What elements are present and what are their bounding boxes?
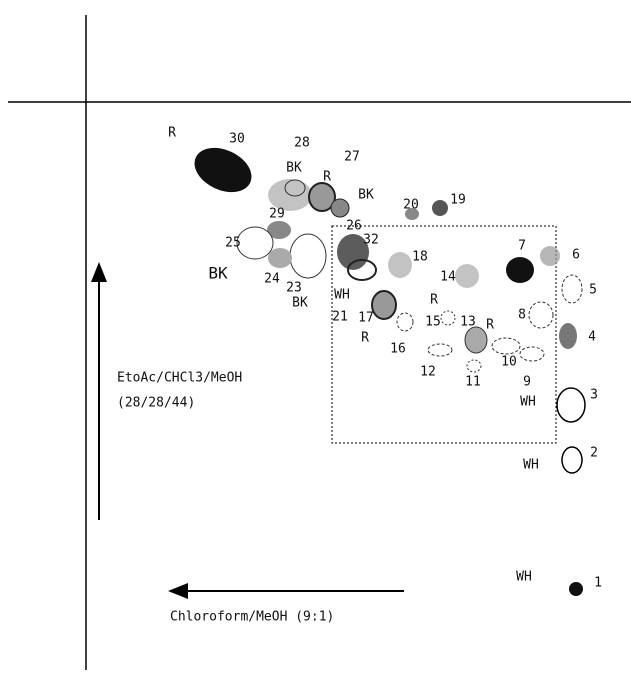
spot-label: R <box>323 170 331 185</box>
spot-label: R <box>430 293 438 308</box>
spot-label: 18 <box>412 250 428 265</box>
spot-label: 12 <box>420 365 436 380</box>
spot-label: 19 <box>450 193 466 208</box>
spot-label: 30 <box>229 132 245 147</box>
spot-label: WH <box>523 458 539 473</box>
spot-label: 29 <box>269 207 285 222</box>
spot-label: BK <box>292 296 308 311</box>
spot-label: WH <box>334 288 350 303</box>
spot-label: 11 <box>465 375 481 390</box>
spot-label: 9 <box>523 375 531 390</box>
spot-label: BK <box>208 264 228 283</box>
page: {"spot_labels": ["R","30","28","BK","R",… <box>0 0 631 670</box>
spot-label: 5 <box>589 283 597 298</box>
spot-label: BK <box>286 161 302 176</box>
spot-label: WH <box>520 395 536 410</box>
spot-label: BK <box>358 188 374 203</box>
vertical-solvent: EtoAc/CHCl3/MeOH <box>117 371 242 386</box>
spot-label: 20 <box>403 198 419 213</box>
spots <box>187 139 585 596</box>
horizontal-solvent: Chloroform/MeOH (9:1) <box>170 610 334 625</box>
spot-label: 24 <box>264 272 280 287</box>
spot-label: 3 <box>590 388 598 403</box>
spot-label: 13 <box>460 315 476 330</box>
spot-label: 16 <box>390 342 406 357</box>
spot-label: 23 <box>286 281 302 296</box>
spot-label: R <box>168 126 176 141</box>
spot-label: 25 <box>225 236 241 251</box>
spot-label: 15 <box>425 315 441 330</box>
spot-label: 27 <box>344 150 360 165</box>
spot-label: R <box>361 331 369 346</box>
spot-label: 32 <box>363 233 379 248</box>
spot-label: 6 <box>572 248 580 263</box>
vertical-solvent-ratio: (28/28/44) <box>117 396 195 411</box>
spot-label: 1 <box>594 576 602 591</box>
spot-labels: R 30 28 BK R 27 BK 29 20 19 25 26 32 18 … <box>168 126 602 591</box>
spot-label: 10 <box>501 355 517 370</box>
spot-label: 17 <box>358 311 374 326</box>
axes <box>8 15 631 670</box>
spot-label: 2 <box>590 446 598 461</box>
spot-label: 28 <box>294 136 310 151</box>
spot-label: WH <box>516 570 532 585</box>
spot-label: 4 <box>588 330 596 345</box>
spot-label: 26 <box>346 219 362 234</box>
spot-label: 7 <box>518 239 526 254</box>
spot-label: R <box>486 318 494 333</box>
spot-label: 21 <box>332 310 348 325</box>
tlc-plate: R 30 28 BK R 27 BK 29 20 19 25 26 32 18 … <box>0 0 631 670</box>
spot-label: 8 <box>518 308 526 323</box>
spot-label: 14 <box>440 270 456 285</box>
